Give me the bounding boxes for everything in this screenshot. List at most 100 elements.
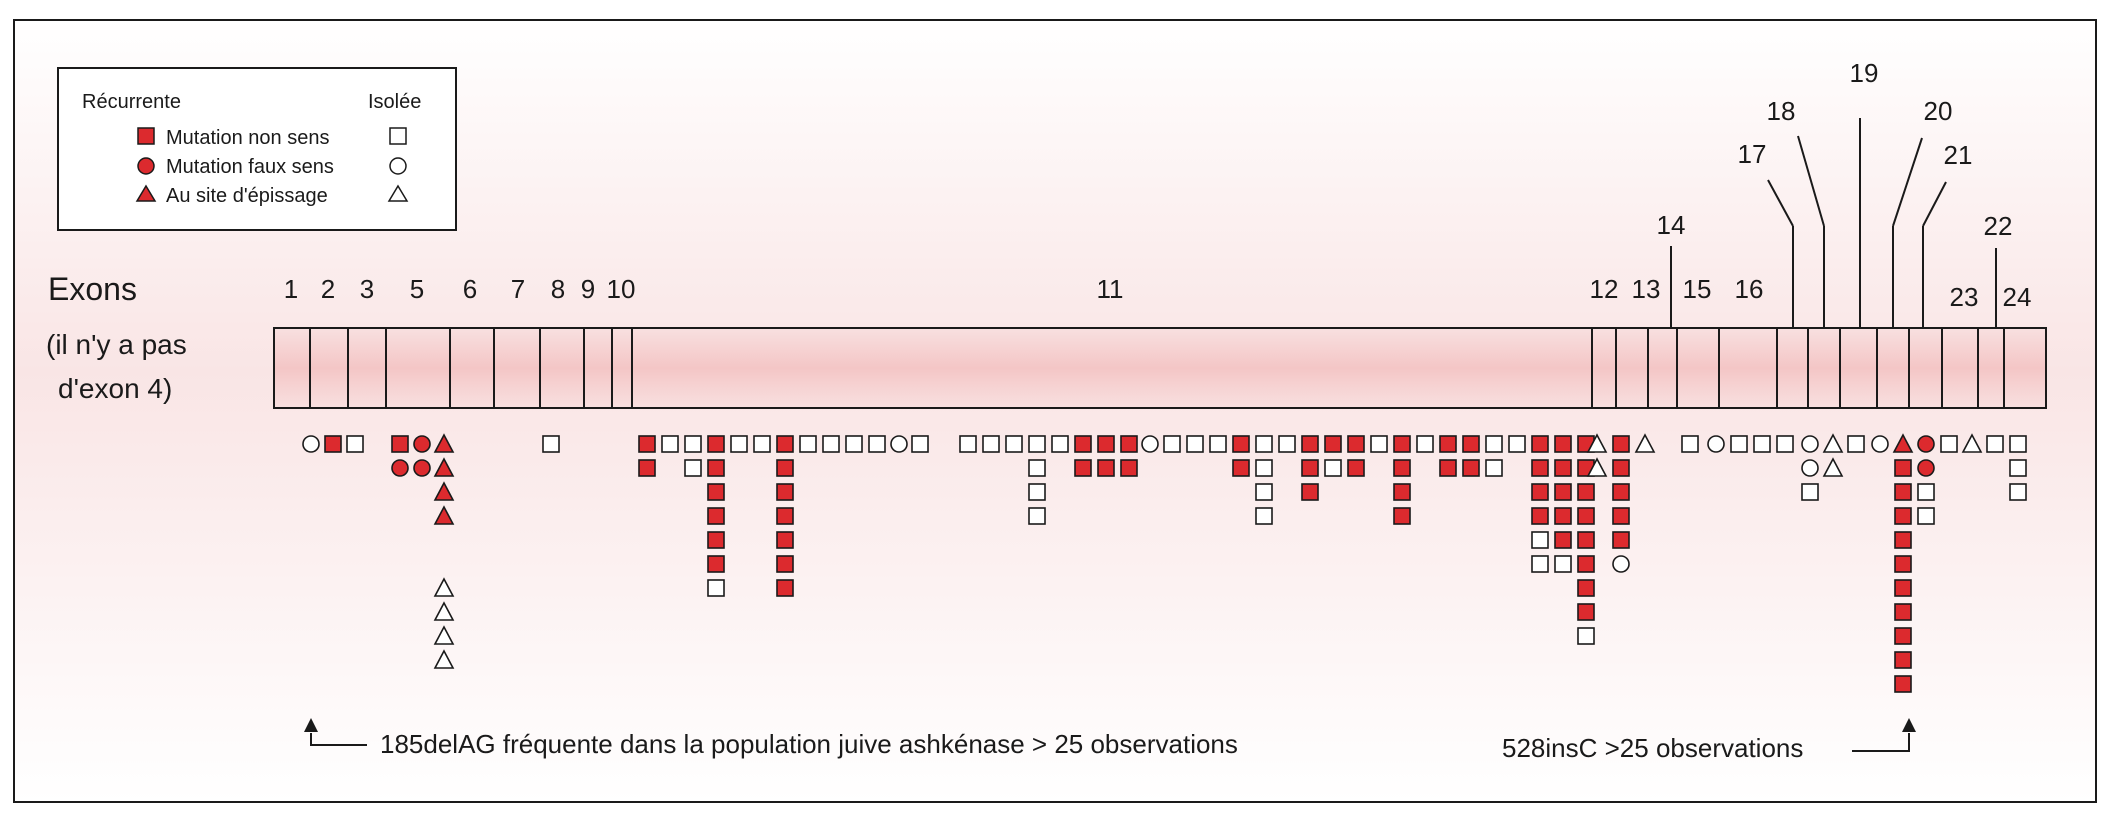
exon-label-10: 10 bbox=[607, 274, 636, 304]
recurrent-nonsense-mark bbox=[1074, 435, 1092, 453]
exon-label-20: 20 bbox=[1924, 96, 1953, 126]
recurrent-nonsense-mark bbox=[1097, 435, 1115, 453]
annotation-185delAG-text: 185delAG fréquente dans la population ju… bbox=[380, 729, 1238, 759]
legend-recurrent-square-icon bbox=[137, 127, 155, 145]
isolated-missense-mark bbox=[1707, 435, 1725, 453]
recurrent-nonsense-mark bbox=[1301, 459, 1319, 477]
recurrent-splice-mark bbox=[433, 433, 455, 453]
isolated-splice-mark bbox=[1634, 433, 1656, 453]
isolated-nonsense-mark bbox=[1255, 507, 1273, 525]
isolated-nonsense-mark bbox=[822, 435, 840, 453]
isolated-nonsense-mark bbox=[911, 435, 929, 453]
recurrent-nonsense-mark bbox=[1554, 459, 1572, 477]
isolated-missense-mark bbox=[1871, 435, 1889, 453]
gene-bar bbox=[273, 327, 2047, 409]
recurrent-nonsense-mark bbox=[1393, 435, 1411, 453]
isolated-nonsense-mark bbox=[1051, 435, 1069, 453]
recurrent-nonsense-mark bbox=[1577, 555, 1595, 573]
recurrent-splice-mark bbox=[433, 505, 455, 525]
isolated-missense-mark bbox=[1141, 435, 1159, 453]
isolated-nonsense-mark bbox=[1186, 435, 1204, 453]
mutation-marks bbox=[302, 433, 2027, 693]
isolated-nonsense-mark bbox=[1163, 435, 1181, 453]
isolated-missense-mark bbox=[1801, 459, 1819, 477]
exon-leader-line bbox=[1922, 181, 1947, 227]
recurrent-nonsense-mark bbox=[1301, 483, 1319, 501]
isolated-nonsense-mark bbox=[1028, 483, 1046, 501]
isolated-nonsense-mark bbox=[1028, 507, 1046, 525]
isolated-nonsense-mark bbox=[1416, 435, 1434, 453]
isolated-nonsense-mark bbox=[753, 435, 771, 453]
exon-label-14: 14 bbox=[1657, 210, 1686, 240]
legend-box bbox=[57, 67, 457, 231]
isolated-nonsense-mark bbox=[868, 435, 886, 453]
isolated-splice-mark bbox=[1822, 457, 1844, 477]
isolated-nonsense-mark bbox=[1028, 459, 1046, 477]
isolated-nonsense-mark bbox=[1255, 435, 1273, 453]
recurrent-nonsense-mark bbox=[1577, 603, 1595, 621]
recurrent-nonsense-mark bbox=[1554, 531, 1572, 549]
exon-label-7: 7 bbox=[511, 274, 525, 304]
recurrent-nonsense-mark bbox=[1554, 483, 1572, 501]
isolated-splice-mark bbox=[1586, 457, 1608, 477]
recurrent-nonsense-mark bbox=[1894, 651, 1912, 669]
isolated-nonsense-mark bbox=[542, 435, 560, 453]
isolated-nonsense-mark bbox=[1753, 435, 1771, 453]
isolated-nonsense-mark bbox=[730, 435, 748, 453]
exon-leader-line bbox=[1892, 137, 1923, 227]
isolated-nonsense-mark bbox=[2009, 435, 2027, 453]
legend-isolated-circle-icon bbox=[389, 157, 407, 175]
recurrent-nonsense-mark bbox=[1577, 531, 1595, 549]
isolated-missense-mark bbox=[890, 435, 908, 453]
recurrent-nonsense-mark bbox=[1097, 459, 1115, 477]
isolated-nonsense-mark bbox=[1917, 483, 1935, 501]
recurrent-nonsense-mark bbox=[1894, 627, 1912, 645]
recurrent-nonsense-mark bbox=[776, 579, 794, 597]
recurrent-nonsense-mark bbox=[1393, 507, 1411, 525]
isolated-nonsense-mark bbox=[1986, 435, 2004, 453]
recurrent-nonsense-mark bbox=[1393, 483, 1411, 501]
isolated-nonsense-mark bbox=[1776, 435, 1794, 453]
exon-label-13: 13 bbox=[1632, 274, 1661, 304]
arrow-528insC-line bbox=[1852, 733, 1910, 752]
recurrent-nonsense-mark bbox=[776, 435, 794, 453]
exon-label-2: 2 bbox=[321, 274, 335, 304]
recurrent-nonsense-mark bbox=[1612, 459, 1630, 477]
recurrent-nonsense-mark bbox=[1554, 507, 1572, 525]
recurrent-nonsense-mark bbox=[1894, 531, 1912, 549]
isolated-nonsense-mark bbox=[1255, 459, 1273, 477]
recurrent-nonsense-mark bbox=[1894, 483, 1912, 501]
recurrent-nonsense-mark bbox=[1347, 459, 1365, 477]
exon-leader-line bbox=[1797, 135, 1825, 227]
recurrent-nonsense-mark bbox=[1612, 507, 1630, 525]
recurrent-nonsense-mark bbox=[1577, 507, 1595, 525]
exon-label-12: 12 bbox=[1590, 274, 1619, 304]
isolated-nonsense-mark bbox=[684, 459, 702, 477]
recurrent-nonsense-mark bbox=[1894, 603, 1912, 621]
legend-isolated-triangle-icon bbox=[387, 184, 409, 202]
isolated-nonsense-mark bbox=[1255, 483, 1273, 501]
isolated-nonsense-mark bbox=[346, 435, 364, 453]
recurrent-nonsense-mark bbox=[1074, 459, 1092, 477]
arrow-up-icon bbox=[304, 718, 318, 732]
isolated-nonsense-mark bbox=[1209, 435, 1227, 453]
exon-label-1: 1 bbox=[284, 274, 298, 304]
isolated-nonsense-mark bbox=[1005, 435, 1023, 453]
recurrent-nonsense-mark bbox=[638, 459, 656, 477]
exon-label-23: 23 bbox=[1950, 282, 1979, 312]
exon-label-5: 5 bbox=[410, 274, 424, 304]
isolated-nonsense-mark bbox=[1554, 555, 1572, 573]
isolated-nonsense-mark bbox=[982, 435, 1000, 453]
exon-label-11: 11 bbox=[1097, 274, 1124, 304]
isolated-nonsense-mark bbox=[959, 435, 977, 453]
isolated-nonsense-mark bbox=[1278, 435, 1296, 453]
recurrent-nonsense-mark bbox=[1894, 555, 1912, 573]
isolated-nonsense-mark bbox=[1485, 435, 1503, 453]
exon-label-9: 9 bbox=[581, 274, 595, 304]
isolated-missense-mark bbox=[1612, 555, 1630, 573]
isolated-splice-mark bbox=[433, 577, 455, 597]
recurrent-nonsense-mark bbox=[1894, 459, 1912, 477]
recurrent-nonsense-mark bbox=[1612, 435, 1630, 453]
isolated-nonsense-mark bbox=[1370, 435, 1388, 453]
